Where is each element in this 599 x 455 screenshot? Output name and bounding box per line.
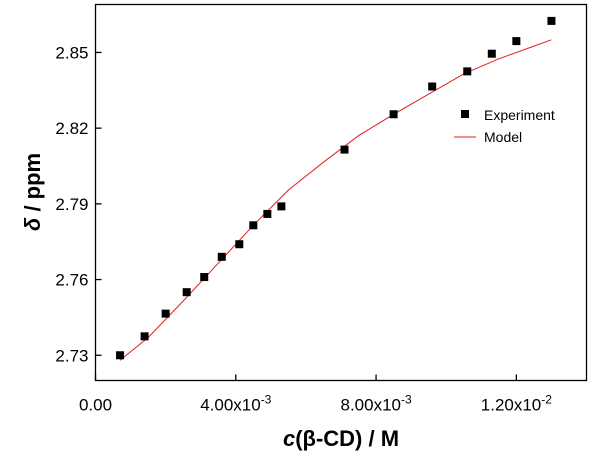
- experiment-point: [217, 252, 226, 261]
- experiment-point: [161, 309, 170, 318]
- experiment-point: [263, 209, 272, 218]
- x-axis-title-var: c: [283, 426, 295, 451]
- x-tick-label: 0.00: [79, 396, 112, 415]
- legend: Experiment Model: [454, 107, 555, 145]
- x-tick-exponent: -3: [401, 393, 412, 407]
- y-tick-label: 2.85: [55, 43, 88, 62]
- y-axis-title: δ / ppm: [20, 153, 45, 231]
- x-tick-label: 8.00x10-3: [340, 393, 411, 415]
- experiment-point: [200, 273, 209, 282]
- x-tick-exponent: -3: [261, 393, 272, 407]
- plot-frame: [94, 3, 588, 382]
- x-axis-title-rest: (β-CD) / M: [295, 426, 399, 451]
- legend-experiment-label: Experiment: [484, 107, 555, 123]
- y-axis-title-var: δ: [20, 217, 45, 231]
- y-axis-title-rest: / ppm: [20, 153, 45, 218]
- experiment-point: [249, 221, 258, 230]
- x-tick-label: 1.20x10-2: [481, 393, 552, 415]
- experiment-series: [116, 16, 556, 360]
- x-tick-label: 4.00x10-3: [200, 393, 271, 415]
- experiment-point: [340, 145, 349, 154]
- experiment-point: [277, 202, 286, 211]
- experiment-point: [140, 332, 149, 341]
- y-tick-label: 2.82: [55, 119, 88, 138]
- x-axis-title: c(β-CD) / M: [283, 426, 399, 451]
- legend-model-label: Model: [484, 129, 522, 145]
- experiment-point: [547, 16, 556, 25]
- experiment-point: [512, 37, 521, 46]
- y-tick-label: 2.73: [55, 346, 88, 365]
- axis-ticks: 0.00 4.00x10-3 8.00x10-3 1.20x10-2 2.73 2.76 2…: [55, 43, 552, 414]
- x-tick-exponent: -2: [541, 393, 552, 407]
- experiment-point: [182, 288, 191, 297]
- experiment-point: [235, 240, 244, 249]
- y-tick-label: 2.76: [55, 271, 88, 290]
- y-tick-label: 2.79: [55, 195, 88, 214]
- model-series: [119, 39, 552, 361]
- experiment-point: [389, 110, 398, 119]
- experiment-point: [428, 82, 437, 91]
- experiment-point: [116, 351, 125, 360]
- experiment-point: [487, 49, 496, 58]
- model-line: [119, 39, 552, 361]
- experiment-point: [463, 67, 472, 76]
- legend-experiment-marker: [461, 110, 469, 118]
